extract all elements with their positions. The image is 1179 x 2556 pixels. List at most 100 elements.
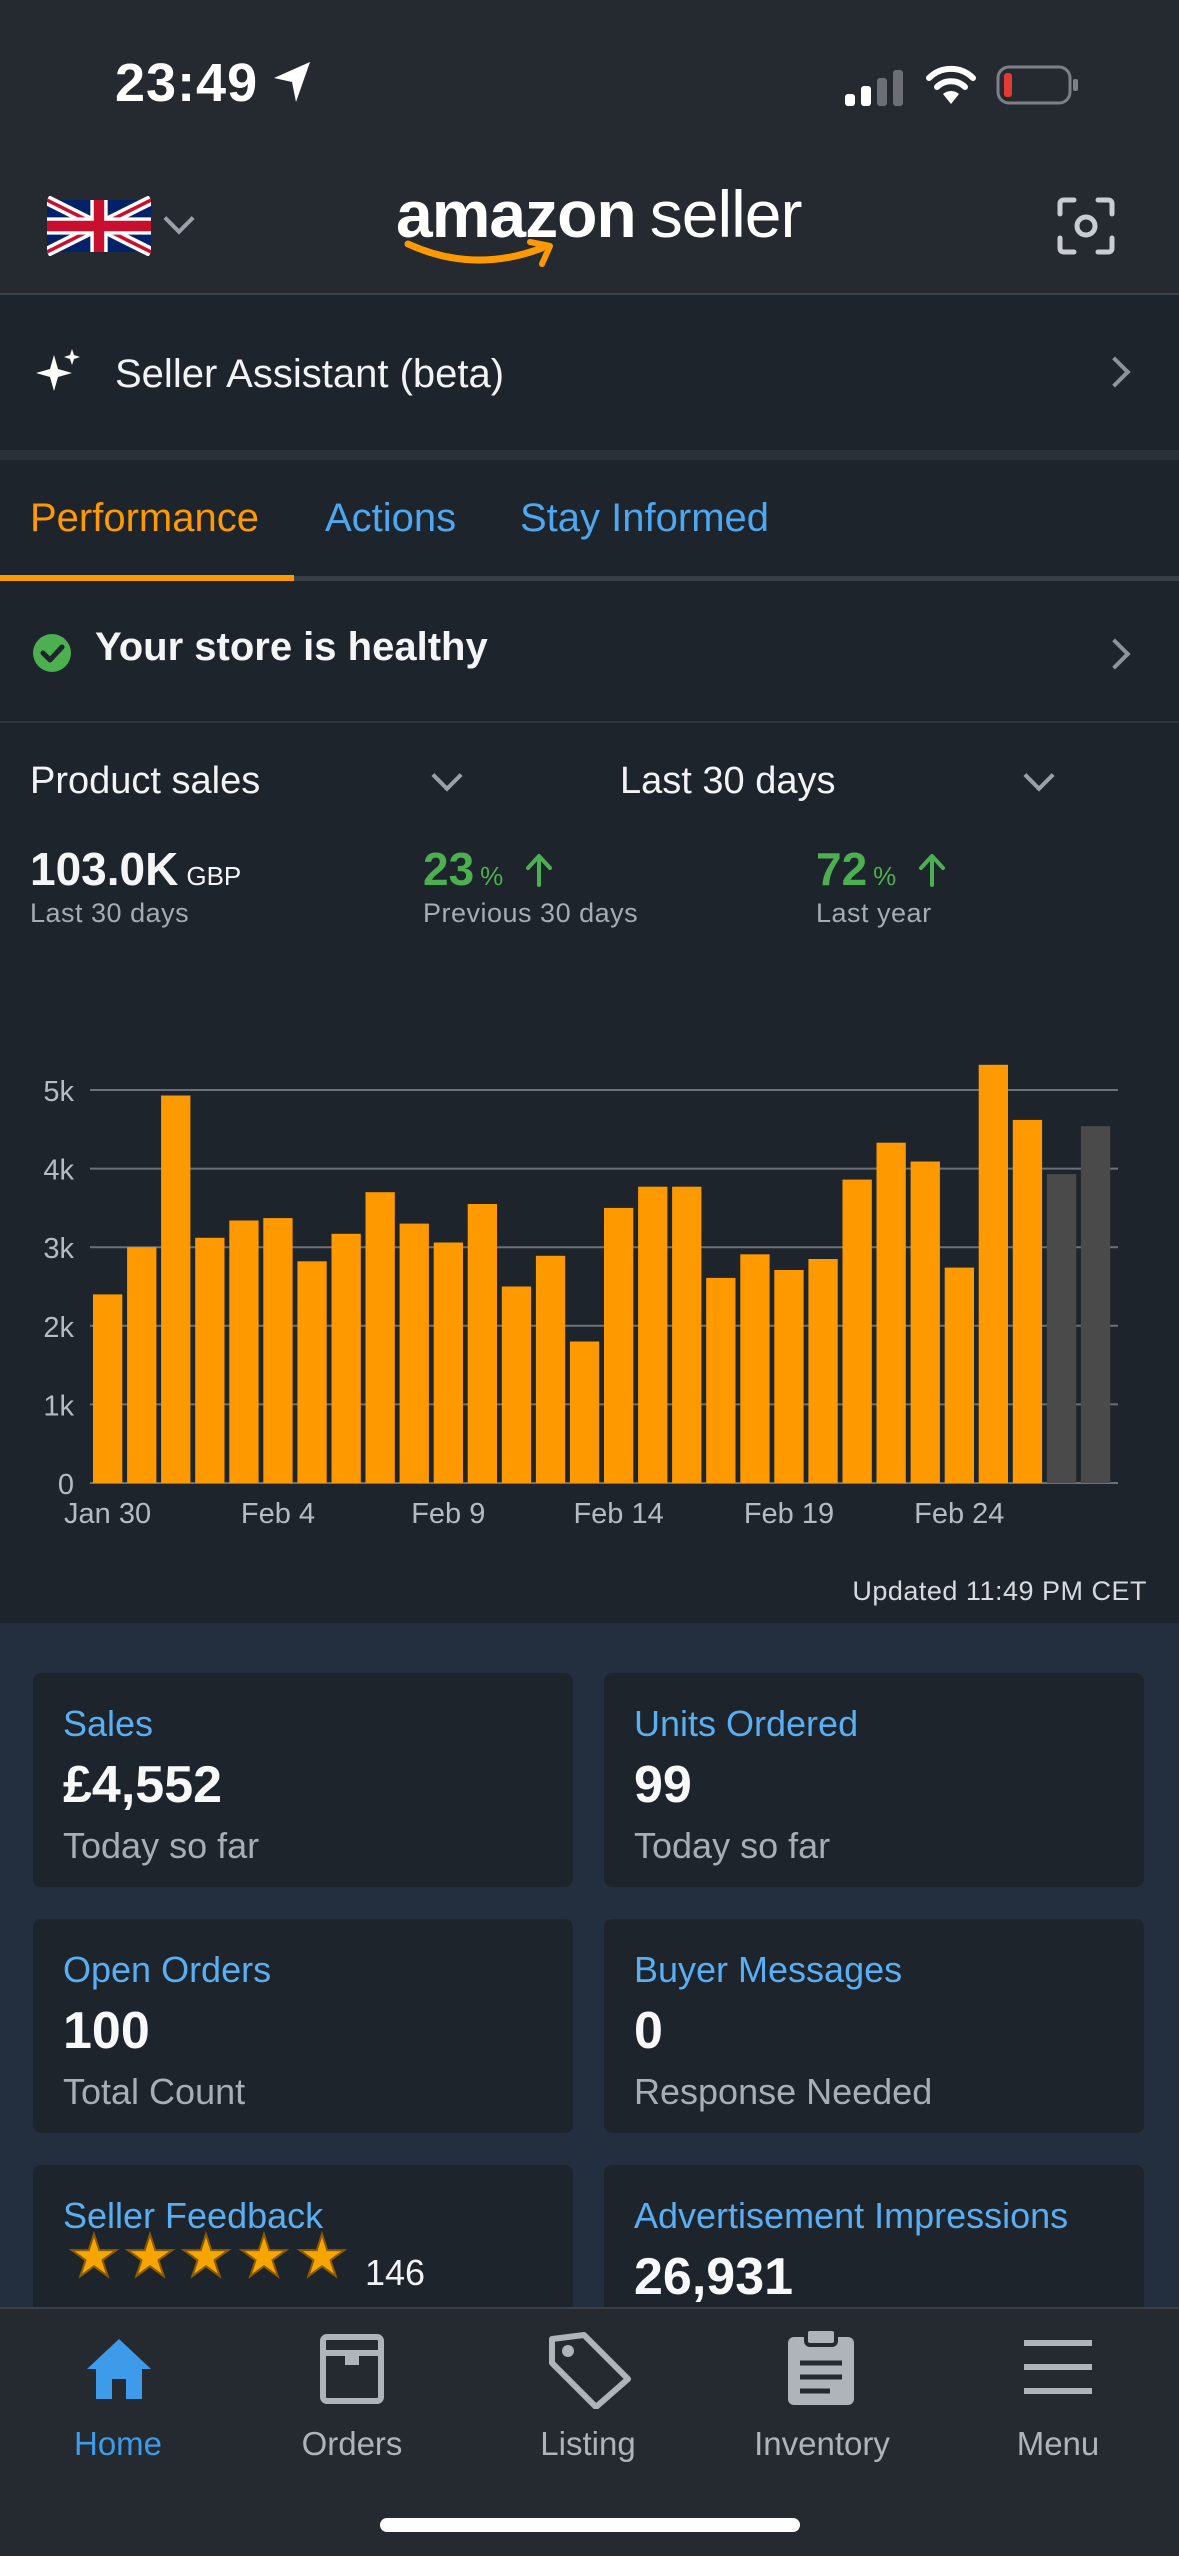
updated-timestamp: Updated 11:49 PM CET bbox=[852, 1576, 1147, 1606]
card-buyer-messages[interactable]: Buyer Messages 0 Response Needed bbox=[604, 1919, 1144, 2133]
amazon-seller-logo: amazon seller bbox=[396, 177, 802, 251]
chart-bar[interactable] bbox=[93, 1294, 123, 1483]
seller-assistant-row[interactable]: Seller Assistant (beta) bbox=[0, 295, 1179, 450]
y-tick-label: 1k bbox=[43, 1390, 74, 1422]
metric-chevron-down-icon[interactable] bbox=[431, 760, 463, 792]
tab-bar: Performance Actions Stay Informed bbox=[0, 460, 1179, 580]
tag-icon bbox=[549, 2332, 631, 2409]
metric-selector[interactable]: Product sales bbox=[30, 760, 261, 802]
chart-bar[interactable] bbox=[467, 1204, 497, 1483]
wifi-icon bbox=[926, 65, 976, 104]
chart-bar[interactable] bbox=[297, 1261, 327, 1483]
chart-bar[interactable] bbox=[604, 1207, 634, 1483]
y-tick-label: 2k bbox=[43, 1312, 74, 1344]
chart-bar[interactable] bbox=[774, 1270, 804, 1483]
tab-stay-informed[interactable]: Stay Informed bbox=[520, 496, 770, 540]
sales-bar-chart: 0 1k 2k 3k 4k 5k Jan 30 Feb 4 Feb 9 Feb 14 Feb 19 F… bbox=[43, 1064, 1118, 1530]
chart-bar[interactable] bbox=[1012, 1119, 1043, 1483]
chart-bar[interactable] bbox=[638, 1186, 668, 1483]
nav-label-orders: Orders bbox=[301, 2425, 403, 2462]
tab-performance[interactable]: Performance bbox=[30, 496, 259, 540]
country-chevron-down-icon[interactable] bbox=[163, 203, 195, 235]
total-sales-sub: Last 30 days bbox=[30, 898, 190, 928]
card-sub: Response Needed bbox=[634, 2071, 933, 2112]
store-health-row[interactable]: Your store is healthy bbox=[0, 581, 1179, 721]
hamburger-icon bbox=[1024, 2340, 1092, 2394]
chart-bar[interactable] bbox=[876, 1142, 906, 1483]
nav-label-menu: Menu bbox=[1016, 2425, 1100, 2462]
chart-bar[interactable] bbox=[365, 1192, 395, 1483]
chevron-right-icon bbox=[1099, 638, 1131, 670]
range-selector[interactable]: Last 30 days bbox=[620, 760, 836, 802]
card-value: 99 bbox=[634, 1756, 692, 1814]
chart-bar[interactable] bbox=[910, 1161, 940, 1484]
chart-bar[interactable] bbox=[1046, 1174, 1077, 1483]
home-icon bbox=[87, 2339, 151, 2399]
chart-bar[interactable] bbox=[229, 1220, 259, 1484]
chart-bar[interactable] bbox=[195, 1237, 225, 1483]
card-open-orders[interactable]: Open Orders 100 Total Count bbox=[33, 1919, 573, 2133]
cellular-signal-icon bbox=[845, 70, 903, 106]
card-title: Units Ordered bbox=[634, 1703, 859, 1744]
card-sub: Today so far bbox=[634, 1825, 831, 1866]
total-sales-value: 103.0K GBP bbox=[30, 843, 242, 895]
chart-bar[interactable] bbox=[569, 1341, 600, 1484]
sales-chart-section: Product sales Last 30 days 103.0K GBP Las… bbox=[0, 723, 1179, 1623]
chart-bar[interactable] bbox=[501, 1286, 532, 1484]
card-title: Open Orders bbox=[63, 1949, 272, 1990]
y-tick-label: 5k bbox=[43, 1076, 74, 1108]
seller-assistant-label: Seller Assistant (beta) bbox=[115, 352, 505, 396]
uk-flag-icon[interactable] bbox=[47, 196, 151, 256]
previous-period-change: 23% bbox=[423, 842, 554, 896]
card-value: 0 bbox=[634, 2002, 663, 2060]
card-units-ordered[interactable]: Units Ordered 99 Today so far bbox=[604, 1673, 1144, 1887]
chart-bar[interactable] bbox=[978, 1064, 1008, 1483]
tab-actions[interactable]: Actions bbox=[325, 496, 457, 540]
home-indicator bbox=[380, 2518, 800, 2532]
chart-bar[interactable] bbox=[672, 1186, 702, 1483]
chevron-right-icon bbox=[1099, 356, 1131, 388]
star-icon: ★ bbox=[67, 2224, 121, 2289]
chart-bar[interactable] bbox=[161, 1095, 191, 1484]
chart-bar[interactable] bbox=[263, 1218, 293, 1483]
chart-bar[interactable] bbox=[808, 1259, 838, 1483]
scan-camera-icon[interactable] bbox=[1056, 196, 1116, 256]
amazon-smile-icon bbox=[404, 239, 553, 267]
chart-bar[interactable] bbox=[740, 1254, 770, 1483]
card-value: £4,552 bbox=[63, 1756, 223, 1814]
card-sales[interactable]: Sales £4,552 Today so far bbox=[33, 1673, 573, 1887]
star-icon: ★ bbox=[179, 2224, 233, 2289]
chart-bar[interactable] bbox=[433, 1242, 463, 1484]
store-health-label: Your store is healthy bbox=[95, 625, 488, 669]
check-circle-icon bbox=[33, 634, 71, 672]
star-icon: ★ bbox=[237, 2224, 291, 2289]
chart-bar[interactable] bbox=[706, 1277, 736, 1483]
card-sub: Total Count bbox=[63, 2071, 246, 2112]
nav-label-home: Home bbox=[73, 2425, 163, 2462]
battery-icon bbox=[996, 65, 1078, 105]
x-tick-label: Feb 24 bbox=[914, 1498, 1004, 1530]
status-time: 23:49 bbox=[115, 53, 259, 113]
chart-bar[interactable] bbox=[399, 1223, 429, 1483]
card-title: Seller Feedback bbox=[63, 2195, 324, 2236]
card-title: Advertisement Impressions bbox=[634, 2195, 1069, 2236]
section-divider bbox=[0, 721, 1179, 723]
x-tick-label: Feb 14 bbox=[573, 1498, 663, 1530]
arrow-up-icon bbox=[526, 854, 553, 887]
card-value: 100 bbox=[63, 2002, 150, 2060]
top-bar: 23:49 amazon seller bbox=[0, 0, 1179, 294]
location-arrow-icon bbox=[274, 62, 310, 102]
card-title: Sales bbox=[63, 1703, 154, 1744]
chart-bar[interactable] bbox=[331, 1233, 361, 1483]
chart-bar[interactable] bbox=[842, 1179, 872, 1483]
range-chevron-down-icon[interactable] bbox=[1023, 760, 1055, 792]
section-gap bbox=[0, 450, 1179, 460]
chart-bar[interactable] bbox=[1080, 1126, 1111, 1483]
nav-label-listing: Listing bbox=[540, 2425, 636, 2462]
card-sub: Today so far bbox=[63, 1825, 260, 1866]
nav-label-inventory: Inventory bbox=[754, 2425, 890, 2462]
header-divider bbox=[0, 293, 1179, 295]
chart-bar[interactable] bbox=[535, 1255, 566, 1483]
chart-bar[interactable] bbox=[944, 1267, 974, 1483]
chart-bar[interactable] bbox=[127, 1247, 157, 1483]
